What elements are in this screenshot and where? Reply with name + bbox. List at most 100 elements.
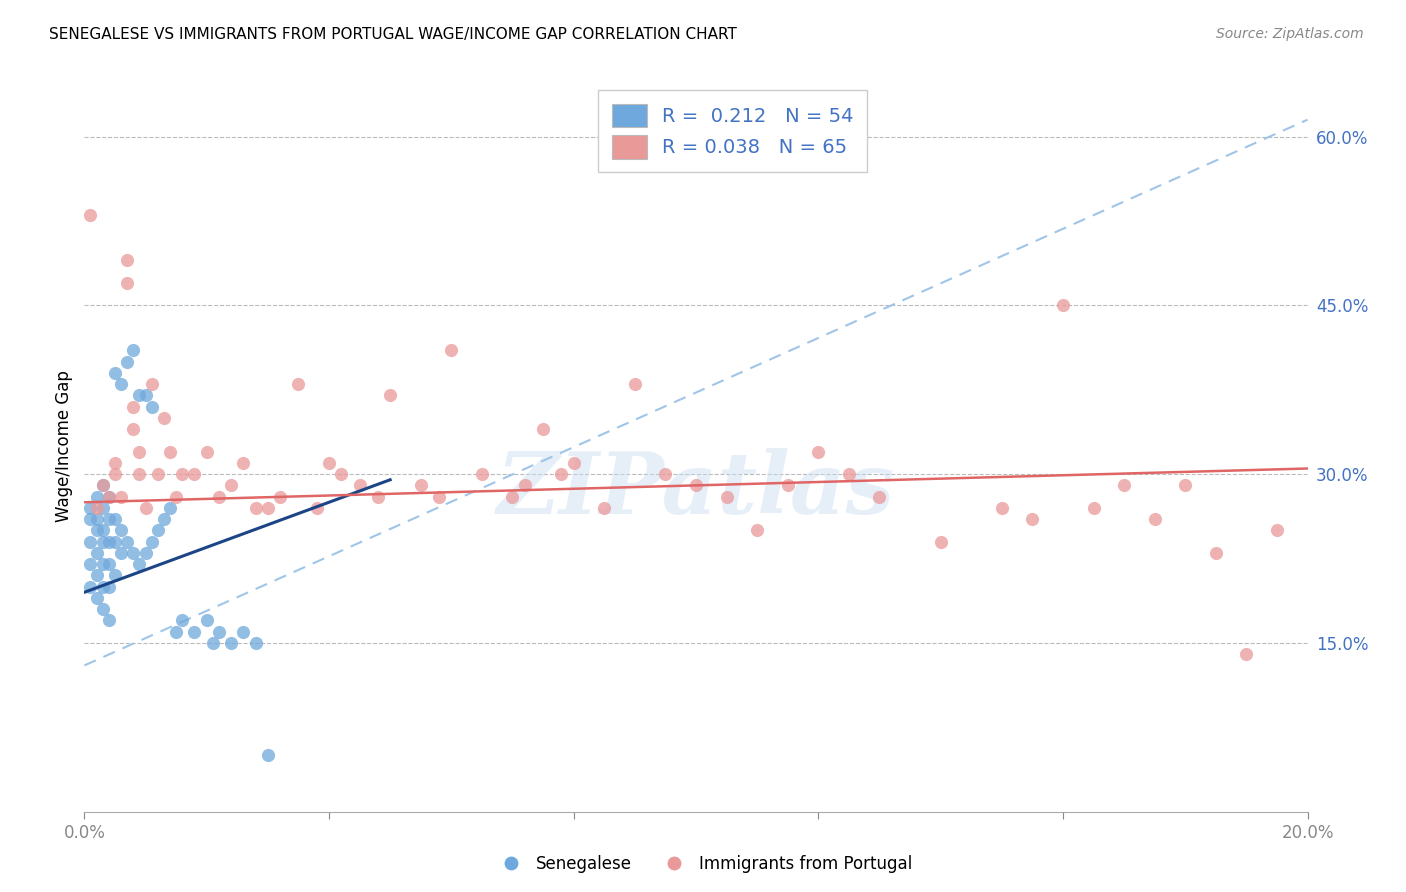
Point [128,467,150,482]
Point [86,512,108,526]
Point [86,500,108,515]
Point [86,591,108,605]
Point [86,546,108,560]
Point [776,478,799,492]
Point [91,534,114,549]
Point [208,490,231,504]
Point [165,624,187,639]
Point [172,614,194,628]
Point [471,467,494,482]
Text: SENEGALESE VS IMMIGRANTS FROM PORTUGAL WAGE/INCOME GAP CORRELATION CHART: SENEGALESE VS IMMIGRANTS FROM PORTUGAL W… [49,27,737,42]
Point [153,410,176,425]
Point [219,478,242,492]
Y-axis label: Wage/Income Gap: Wage/Income Gap [55,370,73,522]
Point [502,490,524,504]
Point [97,580,120,594]
Point [165,490,187,504]
Point [104,467,127,482]
Point [128,444,150,458]
Point [747,524,769,538]
Point [1083,500,1105,515]
Point [91,478,114,492]
Point [685,478,707,492]
Point [91,524,114,538]
Point [97,512,120,526]
Point [1236,647,1258,661]
Point [115,534,138,549]
Point [159,500,181,515]
Point [153,512,176,526]
Point [128,388,150,402]
Point [257,748,280,763]
Point [1205,546,1227,560]
Point [380,388,402,402]
Point [79,580,101,594]
Point [159,444,181,458]
Point [201,636,224,650]
Point [716,490,738,504]
Point [991,500,1014,515]
Point [97,614,120,628]
Point [91,602,114,616]
Point [115,253,138,268]
Point [141,400,163,414]
Point [654,467,676,482]
Point [1265,524,1288,538]
Point [427,490,450,504]
Text: Source: ZipAtlas.com: Source: ZipAtlas.com [1216,27,1364,41]
Point [97,490,120,504]
Point [195,444,218,458]
Point [219,636,242,650]
Point [1052,298,1074,312]
Point [245,500,267,515]
Point [86,490,108,504]
Point [269,490,291,504]
Point [440,343,463,358]
Legend: Senegalese, Immigrants from Portugal: Senegalese, Immigrants from Portugal [488,848,918,880]
Point [115,276,138,290]
Legend: R =  0.212   N = 54, R = 0.038   N = 65: R = 0.212 N = 54, R = 0.038 N = 65 [598,90,868,172]
Point [409,478,432,492]
Point [122,343,145,358]
Point [183,624,205,639]
Point [79,208,101,222]
Point [104,366,127,380]
Point [146,467,169,482]
Point [104,568,127,582]
Point [330,467,353,482]
Point [349,478,371,492]
Point [257,500,280,515]
Point [287,377,309,392]
Point [807,444,830,458]
Point [104,534,127,549]
Point [97,490,120,504]
Point [1021,512,1043,526]
Point [1174,478,1197,492]
Point [624,377,647,392]
Point [183,467,205,482]
Point [305,500,328,515]
Point [86,524,108,538]
Point [513,478,536,492]
Point [562,456,585,470]
Point [838,467,860,482]
Point [79,534,101,549]
Point [91,580,114,594]
Point [79,500,101,515]
Point [110,546,132,560]
Point [128,557,150,571]
Point [104,456,127,470]
Point [135,388,157,402]
Point [318,456,340,470]
Point [141,377,163,392]
Point [122,400,145,414]
Point [135,546,157,560]
Text: ZIPatlas: ZIPatlas [496,448,896,532]
Point [79,557,101,571]
Point [141,534,163,549]
Point [79,512,101,526]
Point [929,534,952,549]
Point [172,467,194,482]
Point [550,467,572,482]
Point [91,500,114,515]
